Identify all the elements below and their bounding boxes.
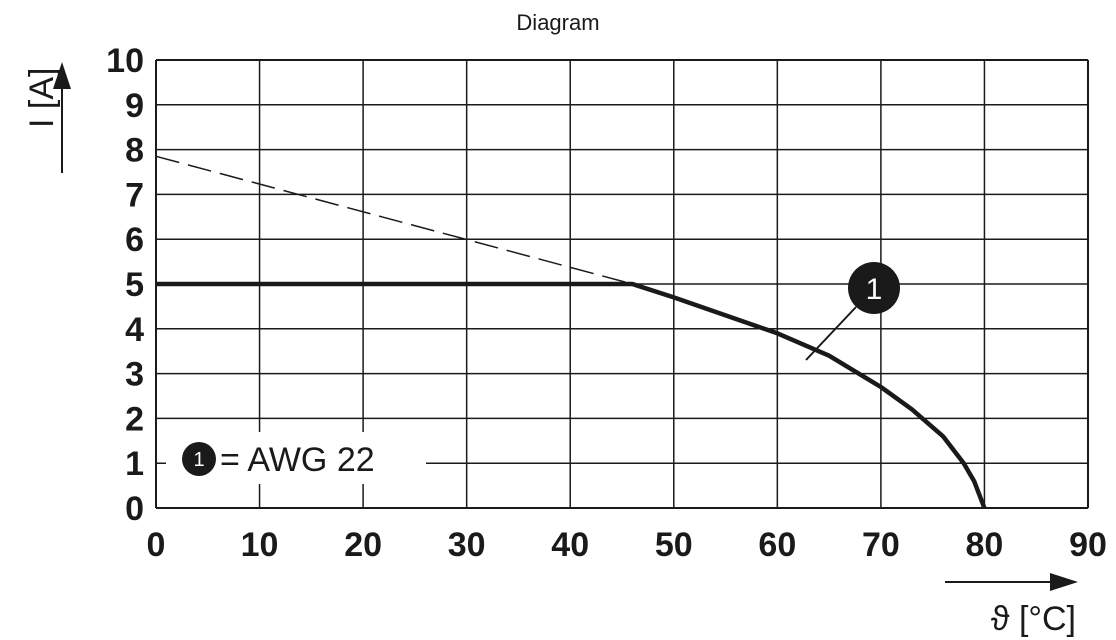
y-tick-label: 5 bbox=[125, 266, 144, 304]
series-marker-circle bbox=[848, 262, 900, 314]
y-tick-label: 10 bbox=[106, 42, 144, 80]
y-axis-label-group: I [A] bbox=[23, 62, 71, 173]
x-tick-label: 30 bbox=[448, 526, 486, 564]
x-tick-label: 60 bbox=[758, 526, 796, 564]
legend-marker-circle bbox=[182, 442, 216, 476]
legend-marker-label: 1 bbox=[193, 449, 204, 471]
x-tick-label: 50 bbox=[655, 526, 693, 564]
y-axis-arrow-head bbox=[53, 62, 71, 89]
x-tick-label: 20 bbox=[344, 526, 382, 564]
dashed-line bbox=[155, 155, 633, 285]
y-tick-label: 9 bbox=[125, 87, 144, 125]
x-axis-arrow-head bbox=[1050, 573, 1078, 591]
legend-text: = AWG 22 bbox=[220, 441, 375, 479]
callout-leader-line bbox=[805, 306, 857, 361]
x-tick-label: 70 bbox=[862, 526, 900, 564]
x-axis-label: ϑ [°C] bbox=[991, 600, 1076, 638]
dashed-series bbox=[155, 155, 633, 285]
y-tick-label: 7 bbox=[125, 176, 144, 214]
y-tick-label: 8 bbox=[125, 132, 144, 170]
series-marker-label: 1 bbox=[866, 273, 883, 306]
x-tick-label: 90 bbox=[1069, 526, 1107, 564]
y-axis-label: I [A] bbox=[23, 68, 61, 128]
x-tick-label: 0 bbox=[147, 526, 166, 564]
y-tick-label: 1 bbox=[125, 445, 144, 483]
x-tick-labels: 0 10 20 30 40 50 60 70 80 90 bbox=[147, 526, 1107, 564]
chart-title: Diagram bbox=[516, 10, 599, 35]
y-tick-labels: 0 1 2 3 4 5 6 7 8 9 10 bbox=[106, 42, 144, 528]
y-tick-label: 4 bbox=[125, 311, 144, 349]
y-tick-label: 3 bbox=[125, 356, 144, 394]
x-axis-label-group: ϑ [°C] bbox=[945, 573, 1078, 638]
x-tick-label: 80 bbox=[966, 526, 1004, 564]
series-marker-callout: 1 bbox=[805, 262, 900, 361]
y-tick-label: 6 bbox=[125, 221, 144, 259]
legend: 1 = AWG 22 bbox=[166, 432, 426, 484]
x-tick-label: 40 bbox=[551, 526, 589, 564]
solid-series bbox=[156, 281, 987, 509]
awg22-curve bbox=[156, 281, 987, 509]
x-tick-label: 10 bbox=[241, 526, 279, 564]
y-tick-label: 2 bbox=[125, 400, 144, 438]
y-tick-label: 0 bbox=[125, 490, 144, 528]
